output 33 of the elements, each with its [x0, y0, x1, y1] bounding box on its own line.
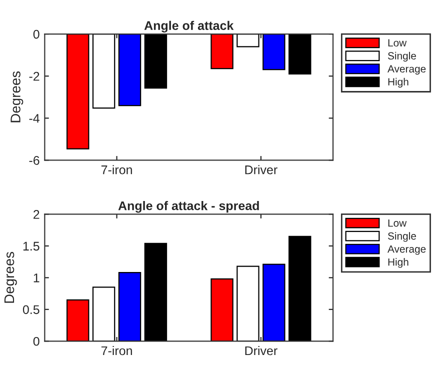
- legend-label: Single: [388, 52, 416, 62]
- bar: [118, 272, 142, 342]
- chart-title: Angle of attack: [144, 20, 234, 33]
- bar: [262, 264, 286, 342]
- y-tick-label: 0: [33, 336, 40, 346]
- bar: [144, 242, 168, 342]
- y-tick-label: 1.5: [23, 242, 40, 251]
- x-tick-label: Driver: [245, 165, 278, 174]
- bar: [92, 286, 116, 342]
- y-axis-title: Degrees: [10, 71, 24, 122]
- bar: [66, 299, 90, 342]
- chart-title: Angle of attack - spread: [118, 201, 259, 213]
- y-tick-label: -6: [29, 156, 40, 165]
- legend-label: Average: [388, 65, 426, 75]
- y-tick-label: 1: [34, 274, 40, 282]
- legend-label: Single: [388, 232, 416, 242]
- bar: [288, 236, 312, 342]
- y-axis-title: Degrees: [4, 252, 17, 303]
- y-tick-label: 0: [33, 30, 40, 39]
- y-tick-label: 2: [34, 210, 40, 219]
- legend-label: Low: [388, 39, 407, 47]
- bar: [210, 278, 234, 342]
- y-tick-label: 0.5: [22, 305, 40, 314]
- legend-label: Average: [388, 245, 426, 255]
- legend-label: High: [388, 258, 408, 268]
- x-tick-label: Driver: [245, 346, 278, 356]
- y-tick-label: -2: [29, 72, 40, 81]
- y-tick-label: -4: [29, 114, 40, 123]
- legend-label: High: [388, 78, 408, 88]
- x-tick-label: 7-iron: [101, 165, 132, 174]
- bar: [236, 266, 260, 342]
- legend-label: Low: [388, 219, 407, 227]
- x-tick-label: 7-iron: [101, 346, 132, 356]
